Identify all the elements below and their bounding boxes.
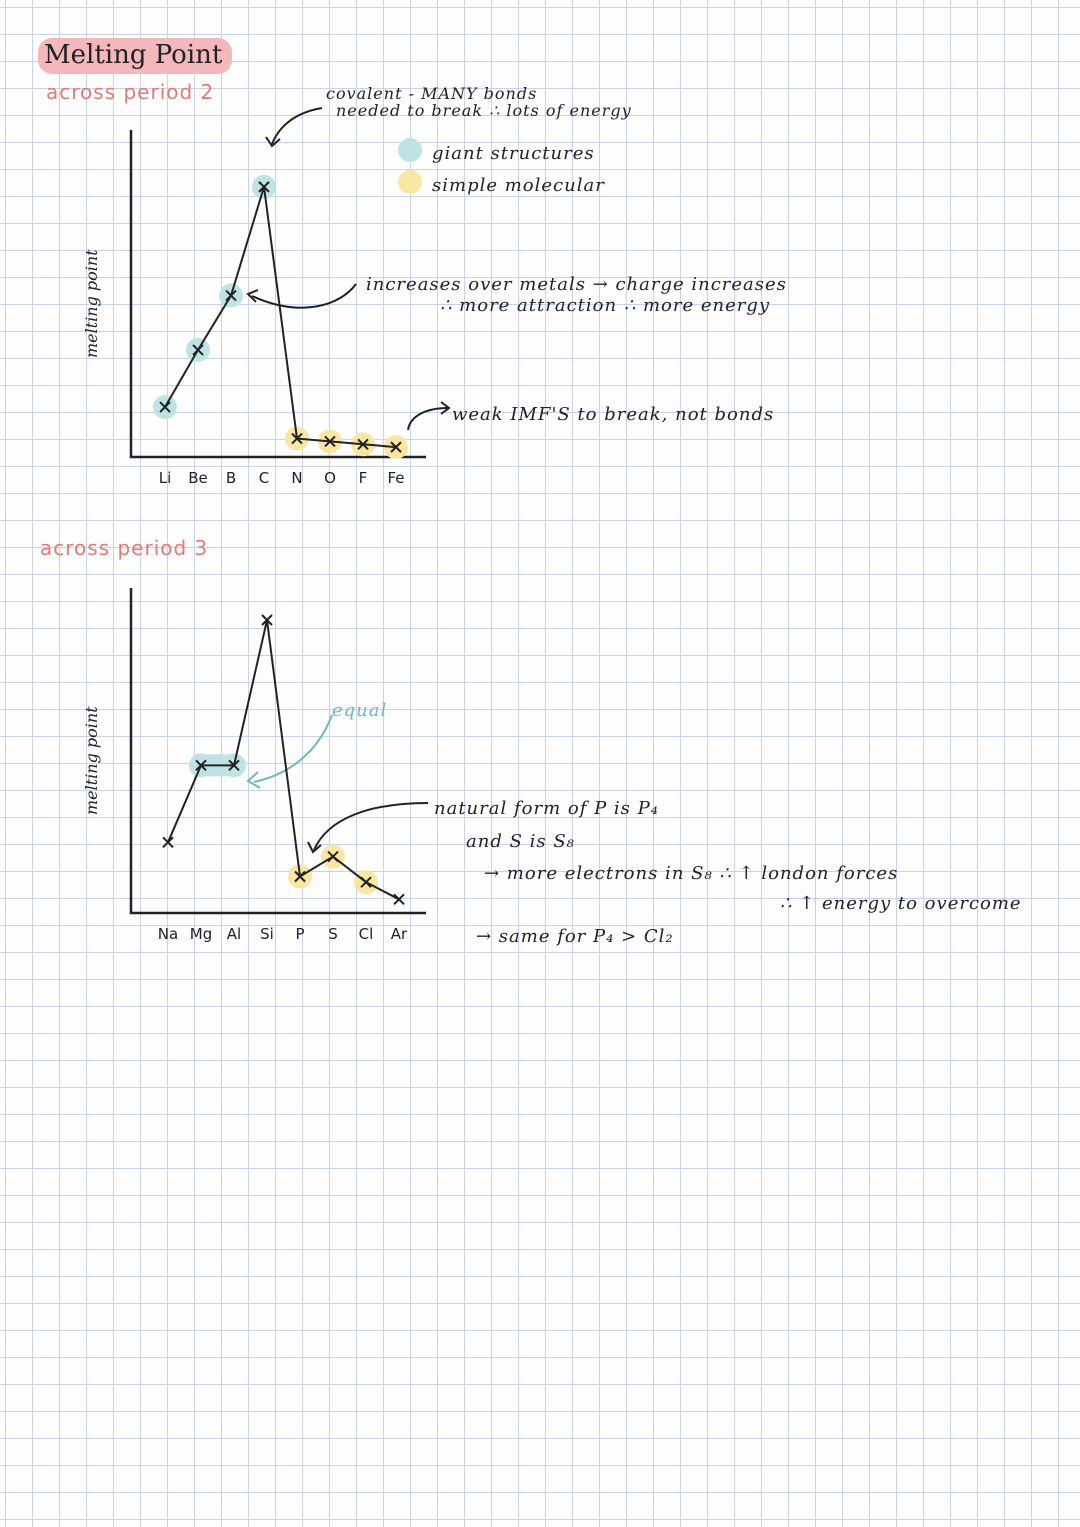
arrow-equal (253, 714, 333, 783)
legend-giant-label: giant structures (432, 143, 595, 164)
chart3-tick-S: S (328, 925, 338, 943)
arrow-head-carbon (265, 136, 281, 148)
period3-note-natural-1: natural form of P is P₄ (434, 798, 659, 819)
chart3-tick-Ar: Ar (391, 925, 408, 943)
chart2-axes (129, 130, 426, 459)
period3-note-natural-3: → more electrons in S₈ ∴ ↑ london forces (484, 863, 899, 884)
chart2-point-N (291, 432, 303, 445)
period2-heading: across period 2 (46, 80, 215, 104)
chart3-point-Ar (393, 893, 405, 906)
period2-note-covalent-1: covalent - MANY bonds (326, 84, 538, 103)
arrow-head-metals (246, 289, 259, 303)
chart2-tick-Fe: Fe (387, 469, 404, 487)
period3-note-same: → same for P₄ > Cl₂ (476, 926, 674, 947)
chart3-point-Na (162, 836, 174, 849)
period3-note-natural-2: and S is S₈ (466, 831, 575, 852)
chart2-point-B (225, 289, 237, 302)
chart3-tick-Cl: Cl (359, 925, 374, 943)
chart2-tick-Li: Li (159, 469, 172, 487)
chart2-point-Li (159, 401, 171, 413)
arrow-head-weak-imf (440, 401, 451, 415)
period3-note-equal: equal (332, 700, 388, 721)
chart2-tick-O: O (324, 469, 336, 487)
chart2-series-line (164, 186, 397, 449)
legend-simple-label: simple molecular (432, 175, 605, 196)
chart3-axes (129, 588, 426, 915)
period2-note-weak-imf: weak IMF'S to break, not bonds (452, 404, 775, 425)
chart2-tick-Be: Be (188, 469, 208, 487)
period3-note-natural-4: ∴ ↑ energy to overcome (780, 893, 1022, 914)
legend-simple-swatch (398, 170, 422, 194)
period2-note-covalent-2: needed to break ∴ lots of energy (336, 101, 632, 120)
chart3-tick-Na: Na (158, 925, 178, 943)
arrow-natural-form (313, 802, 429, 851)
arrow-head-natural-form (307, 841, 322, 854)
period3-heading: across period 3 (40, 536, 209, 560)
chart3-point-Mg (195, 759, 207, 772)
chart3-point-Si (261, 614, 273, 626)
arrow-head-equal (246, 771, 261, 789)
chart3-tick-Mg: Mg (190, 925, 212, 943)
chart3-point-S (327, 850, 339, 863)
chart2-point-O (324, 435, 336, 448)
chart2-tick-B: B (226, 469, 236, 487)
chart3-point-P (294, 870, 306, 883)
period2-note-metals-1: increases over metals → charge increases (366, 274, 787, 295)
arrow-to-metals (251, 283, 357, 309)
chart3-tick-Al: Al (227, 925, 241, 943)
chart2-tick-F: F (359, 469, 368, 487)
legend-giant-swatch (398, 138, 422, 162)
chart2-tick-C: C (259, 469, 269, 487)
chart2-point-Fe (390, 441, 402, 453)
chart2-point-F (357, 438, 369, 450)
period2-note-metals-2: ∴ more attraction ∴ more energy (440, 295, 771, 316)
arrow-to-carbon (271, 107, 323, 145)
page-title: Melting Point (38, 38, 233, 74)
chart3-point-Cl (360, 876, 372, 888)
arrow-weak-imf (407, 407, 449, 431)
chart2-point-Be (192, 344, 204, 356)
chart2-tick-N: N (291, 469, 302, 487)
chart3-tick-P: P (295, 925, 304, 943)
chart3-point-Al (228, 759, 240, 772)
chart2-point-C (258, 181, 270, 193)
chart3-tick-Si: Si (260, 925, 274, 943)
